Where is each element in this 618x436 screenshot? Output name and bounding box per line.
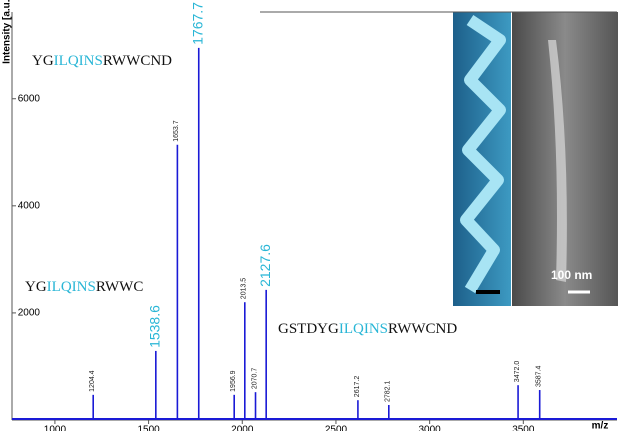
y-tick-label: 4000 [18,200,41,211]
peak-label: 2617.2 [354,376,361,398]
sequence-part: YG [25,279,47,295]
peak-label: 1767.7 [189,2,205,45]
sequence-annotation: YGILQINSRWWC [25,279,143,295]
x-tick-label: 1500 [137,425,160,431]
scale-label: 100 nm [551,268,592,282]
peak-label: 3587.4 [536,365,543,387]
x-tick-label: 1000 [44,425,67,431]
peak-label: 1653.7 [173,120,180,142]
sequence-part: ILQINS [54,53,103,69]
peak-label: 1204.4 [89,370,96,392]
sequence-part: RWWC [96,279,144,295]
y-tick-label: 2000 [18,308,41,319]
y-axis-label: Intensity [a.u.] [2,0,13,64]
peak-label: 2127.6 [257,244,273,287]
sequence-part: RWWCND [103,53,172,69]
sequence-part: GSTDYG [278,321,339,337]
x-tick-label: 3500 [512,425,535,431]
sequence-annotation: GSTDYGILQINSRWWCND [278,321,457,337]
sequence-part: RWWCND [388,321,457,337]
sequence-annotation: YGILQINSRWWCND [32,53,172,69]
inset-images: 100 nm [453,12,618,306]
peak-label: 2070.7 [251,368,258,390]
peak-label: 3472.0 [514,361,521,383]
peak-label: 1538.6 [147,305,163,348]
peak-label: 2782.1 [385,380,392,402]
x-tick-label: 2500 [325,425,348,431]
x-tick-label: 3000 [419,425,442,431]
sequence-part: ILQINS [339,321,388,337]
x-axis-label: m/z [592,421,609,431]
x-tick-label: 2000 [231,425,254,431]
sequence-part: YG [32,53,54,69]
y-tick-label: 6000 [18,93,41,104]
chart: 100 nm Intensity [a.u.] m/z 1000 1500 2000… [0,0,618,431]
peak-label: 2013.5 [241,278,248,300]
sequence-part: ILQINS [47,279,96,295]
peak-label: 1956.9 [230,370,237,392]
